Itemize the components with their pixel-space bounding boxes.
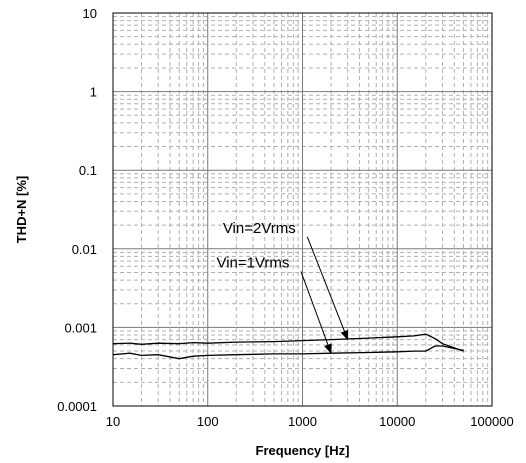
x-tick-labels: 10 100 1000 10000 100000	[106, 414, 514, 429]
y-tick-label: 0.001	[64, 320, 97, 335]
series-line	[112, 333, 464, 352]
x-tick-label: 10000	[379, 414, 415, 429]
annotation-label: Vin=2Vrms	[223, 220, 296, 237]
annotations: Vin=2Vrms Vin=1Vrms	[216, 220, 349, 355]
x-tick-label: 1000	[288, 414, 317, 429]
y-tick-label: 0.1	[79, 163, 97, 178]
y-tick-label: 1	[90, 85, 97, 100]
plot-frame	[112, 12, 493, 407]
y-tick-label: 0.01	[72, 242, 97, 257]
series-layer	[112, 333, 464, 360]
annotation-arrow	[306, 236, 349, 341]
y-tick-label: 0.0001	[57, 399, 97, 414]
annotation-arrow	[300, 271, 332, 355]
x-tick-label: 10	[106, 414, 120, 429]
x-tick-label: 100000	[470, 414, 513, 429]
x-tick-label: 100	[197, 414, 219, 429]
series-line	[112, 345, 464, 360]
y-axis-title: THD+N [%]	[14, 176, 29, 244]
x-axis-title: Frequency [Hz]	[256, 443, 350, 458]
y-tick-label: 10	[83, 6, 97, 21]
y-tick-labels: 10 1 0.1 0.01 0.001 0.0001	[57, 6, 97, 414]
annotation-label: Vin=1Vrms	[216, 254, 289, 271]
